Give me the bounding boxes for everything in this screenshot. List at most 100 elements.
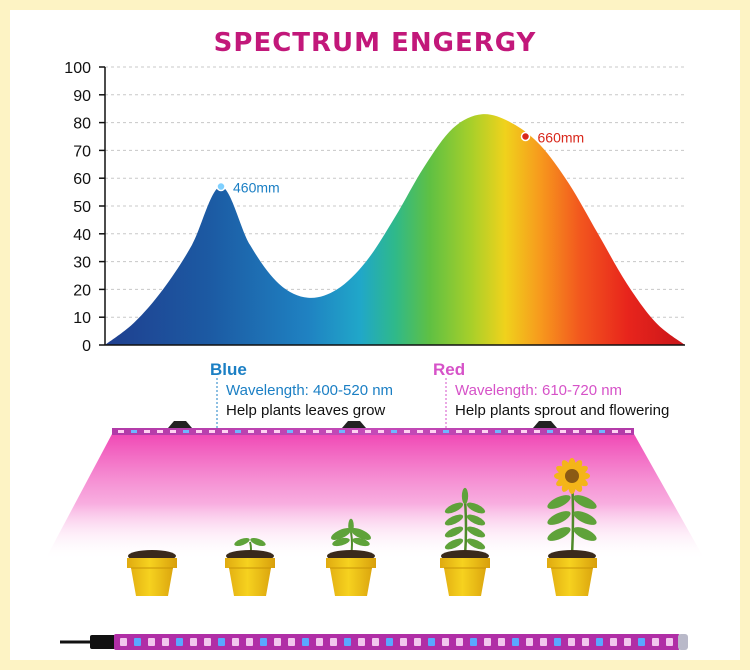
leaf bbox=[573, 511, 597, 525]
strip-led bbox=[652, 638, 659, 646]
red-heading: Red bbox=[433, 360, 466, 379]
bar-led bbox=[261, 430, 267, 433]
leaf bbox=[547, 495, 571, 509]
pot-body bbox=[326, 558, 376, 596]
bar-led bbox=[625, 430, 631, 433]
leaf bbox=[352, 537, 370, 547]
blue-heading: Blue bbox=[210, 360, 247, 379]
strip-led bbox=[372, 638, 379, 646]
bar-led bbox=[521, 430, 527, 433]
bar-led bbox=[586, 430, 592, 433]
bar-led bbox=[248, 430, 254, 433]
strip-led bbox=[218, 638, 225, 646]
plant-pot-small-sprout bbox=[326, 518, 376, 596]
bar-led bbox=[378, 430, 384, 433]
blue-wavelength: Wavelength: 400-520 nm bbox=[226, 382, 394, 399]
bar-led bbox=[495, 430, 501, 433]
plant-stem bbox=[463, 499, 468, 557]
leaf bbox=[332, 537, 350, 547]
red-info-block: Red Wavelength: 610-720 nm Help plants s… bbox=[433, 360, 669, 419]
leaf bbox=[573, 527, 597, 541]
y-tick-label-10: 10 bbox=[73, 310, 91, 327]
strip-led bbox=[274, 638, 281, 646]
plant-pot-seedling bbox=[225, 537, 275, 596]
bar-led bbox=[287, 430, 293, 433]
leaf bbox=[348, 518, 354, 534]
peak-marker-660mm bbox=[520, 131, 531, 142]
bar-led bbox=[300, 430, 306, 433]
strip-led bbox=[484, 638, 491, 646]
plant-pot-flowering-sunflower bbox=[547, 458, 597, 596]
strip-led bbox=[498, 638, 505, 646]
strip-led bbox=[162, 638, 169, 646]
strip-led bbox=[638, 638, 645, 646]
y-tick-label-30: 30 bbox=[73, 255, 91, 272]
bar-led bbox=[560, 430, 566, 433]
led-light-bar bbox=[112, 428, 634, 435]
leaf bbox=[444, 538, 464, 550]
bar-led bbox=[170, 430, 176, 433]
bar-clip-left bbox=[168, 421, 192, 428]
bar-led bbox=[144, 430, 150, 433]
pot-body bbox=[127, 558, 177, 596]
leaf bbox=[461, 487, 469, 505]
strip-led bbox=[526, 638, 533, 646]
leaf bbox=[444, 514, 464, 526]
sunflower-center bbox=[565, 469, 579, 483]
bar-led bbox=[339, 430, 345, 433]
led-strip bbox=[114, 634, 680, 650]
bar-led bbox=[469, 430, 475, 433]
bar-clip-right bbox=[533, 421, 557, 428]
leaf bbox=[466, 502, 486, 514]
strip-led bbox=[302, 638, 309, 646]
strip-led bbox=[554, 638, 561, 646]
strip-led bbox=[260, 638, 267, 646]
bar-clip-middle bbox=[342, 421, 366, 428]
bar-led bbox=[326, 430, 332, 433]
strip-led bbox=[190, 638, 197, 646]
bar-led bbox=[118, 430, 124, 433]
bar-led bbox=[612, 430, 618, 433]
strip-led bbox=[540, 638, 547, 646]
strip-led bbox=[470, 638, 477, 646]
plant-pot-young-plant bbox=[440, 487, 490, 596]
y-tick-label-70: 70 bbox=[73, 143, 91, 160]
red-wavelength: Wavelength: 610-720 nm bbox=[455, 382, 623, 399]
red-description: Help plants sprout and flowering bbox=[455, 402, 670, 419]
leaf bbox=[331, 528, 351, 540]
spectrum-chart: 0 10 20 30 40 50 60 70 80 90 100 460mm 660mm bbox=[64, 60, 685, 355]
peak-label-660mm: 660mm bbox=[538, 130, 585, 146]
strip-led bbox=[582, 638, 589, 646]
plant-pot-soil-pot bbox=[127, 550, 177, 596]
leaf bbox=[466, 526, 486, 538]
leaf bbox=[547, 527, 571, 541]
leaf bbox=[234, 537, 250, 547]
bar-led bbox=[209, 430, 215, 433]
bar-led bbox=[365, 430, 371, 433]
pot-body bbox=[547, 558, 597, 596]
strip-led bbox=[400, 638, 407, 646]
bar-led bbox=[599, 430, 605, 433]
strip-led bbox=[148, 638, 155, 646]
bar-led bbox=[157, 430, 163, 433]
strip-led bbox=[442, 638, 449, 646]
strip-led bbox=[288, 638, 295, 646]
y-tick-label-50: 50 bbox=[73, 199, 91, 216]
strip-led bbox=[358, 638, 365, 646]
strip-end-cap bbox=[678, 634, 688, 650]
bar-led bbox=[417, 430, 423, 433]
bar-led bbox=[456, 430, 462, 433]
strip-led bbox=[246, 638, 253, 646]
strip-led bbox=[568, 638, 575, 646]
leaf bbox=[444, 502, 464, 514]
pot-body bbox=[440, 558, 490, 596]
bar-led bbox=[508, 430, 514, 433]
strip-led bbox=[232, 638, 239, 646]
bar-led bbox=[391, 430, 397, 433]
bar-led bbox=[183, 430, 189, 433]
leaf bbox=[466, 538, 486, 550]
bar-led bbox=[547, 430, 553, 433]
leaf bbox=[444, 526, 464, 538]
bar-led bbox=[352, 430, 358, 433]
strip-led bbox=[386, 638, 393, 646]
